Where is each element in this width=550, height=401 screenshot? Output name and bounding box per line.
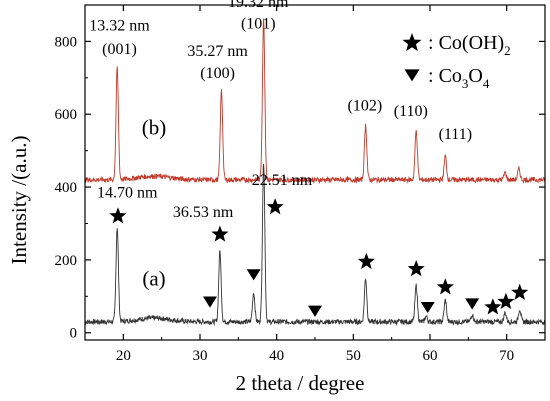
- y-tick-label: 600: [55, 107, 78, 123]
- legend-entry-triangle: : Co3O4: [404, 65, 490, 91]
- legend-label-star: : Co(OH)2: [428, 32, 511, 58]
- series-layer: [84, 18, 546, 327]
- star-marker: [266, 198, 284, 215]
- y-tick-label: 0: [70, 326, 78, 342]
- peak-annotation: 35.27 nm: [187, 43, 248, 60]
- peak-annotation: 14.70 nm: [97, 184, 158, 201]
- triangle-marker: [246, 269, 261, 281]
- star-marker: [511, 283, 529, 300]
- star-marker: [497, 292, 515, 310]
- legend-entry-star: : Co(OH)2: [402, 32, 511, 58]
- star-marker: [109, 207, 127, 224]
- legend: : Co(OH)2 : Co3O4: [402, 32, 511, 91]
- star-marker: [484, 298, 502, 315]
- legend-tri-sub2: 4: [483, 76, 490, 91]
- peak-annotation: (111): [439, 126, 472, 143]
- star-marker: [407, 259, 425, 277]
- star-icon: [402, 33, 422, 52]
- peak-annotation: (101): [241, 16, 276, 33]
- axes-layer: 20 30 40 50 60 70 0 200 400 600 800: [55, 4, 546, 364]
- legend-star-sub: 2: [504, 43, 511, 58]
- x-tick-label: 30: [193, 348, 208, 364]
- x-tick-label: 70: [499, 348, 514, 364]
- legend-tri-sub1: 3: [462, 76, 469, 91]
- x-tick-label: 60: [423, 348, 438, 364]
- legend-tri-text2: O: [468, 65, 482, 87]
- star-marker: [211, 225, 229, 242]
- y-tick-label: 800: [55, 34, 78, 50]
- y-axis-label: Intensity /(a.u.): [7, 136, 31, 265]
- peak-annotation: (b): [142, 115, 167, 139]
- peak-annotation: 36.53 nm: [173, 204, 234, 221]
- legend-star-text: Co(OH): [439, 32, 505, 54]
- y-tick-label: 400: [55, 180, 78, 196]
- marker-layer: [109, 198, 529, 317]
- x-axis-label: 2 theta / degree: [236, 371, 365, 395]
- peak-annotation: (110): [394, 103, 428, 120]
- peak-annotation: 13.32 nm: [89, 17, 150, 34]
- legend-label-triangle: : Co3O4: [428, 65, 490, 91]
- peak-annotation: (102): [348, 98, 383, 115]
- star-marker: [436, 278, 454, 295]
- series-line-b: [84, 18, 546, 185]
- x-tick-label: 40: [269, 348, 284, 364]
- annotation-layer: 13.32 nm(001) 35.27 nm(100)19.32 nm(101)(…: [89, 0, 472, 290]
- triangle-marker: [308, 305, 322, 317]
- triangle-down-icon: [404, 69, 420, 82]
- peak-annotation: (a): [142, 266, 165, 290]
- legend-tri-text1: Co: [439, 65, 462, 87]
- peak-annotation: (001): [102, 41, 137, 58]
- series-line-a: [84, 163, 546, 327]
- x-tick-label: 20: [116, 348, 131, 364]
- y-tick-label: 200: [55, 253, 78, 269]
- x-tick-label: 50: [346, 348, 361, 364]
- triangle-marker: [202, 296, 217, 308]
- triangle-marker: [465, 298, 480, 310]
- star-marker: [357, 252, 375, 269]
- peak-annotation: 22.51 nm: [252, 172, 313, 189]
- triangle-marker: [420, 301, 435, 314]
- peak-annotation: (100): [200, 65, 235, 82]
